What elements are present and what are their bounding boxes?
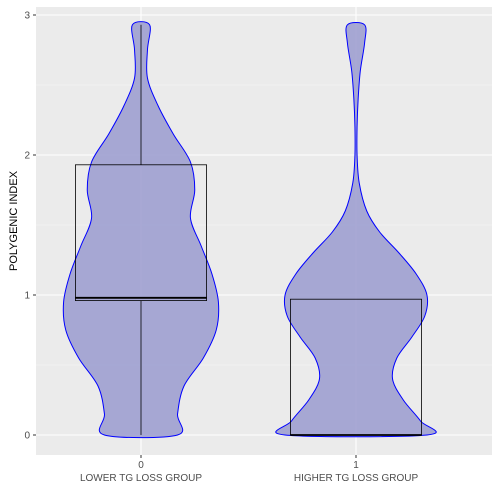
- y-tick-label: 1: [24, 291, 30, 302]
- box-0: [75, 164, 207, 302]
- y-tick-label: 2: [24, 151, 30, 162]
- x-tick-label: 1: [353, 460, 359, 471]
- y-axis-title: POLYGENIC INDEX: [8, 170, 20, 271]
- y-axis: 0 1 2 3: [24, 11, 36, 442]
- box-layer: [75, 24, 422, 436]
- x-axis: 0 LOWER TG LOSS GROUP 1 HIGHER TG LOSS GROU…: [80, 455, 418, 484]
- violin-layer: [62, 21, 437, 439]
- y-tick-label: 3: [24, 11, 30, 22]
- x-category-label: HIGHER TG LOSS GROUP: [294, 473, 419, 484]
- violin-0: [62, 21, 220, 439]
- violin-1: [275, 22, 437, 438]
- x-category-label: LOWER TG LOSS GROUP: [80, 473, 202, 484]
- x-tick-label: 0: [138, 460, 144, 471]
- y-tick-label: 0: [24, 431, 30, 442]
